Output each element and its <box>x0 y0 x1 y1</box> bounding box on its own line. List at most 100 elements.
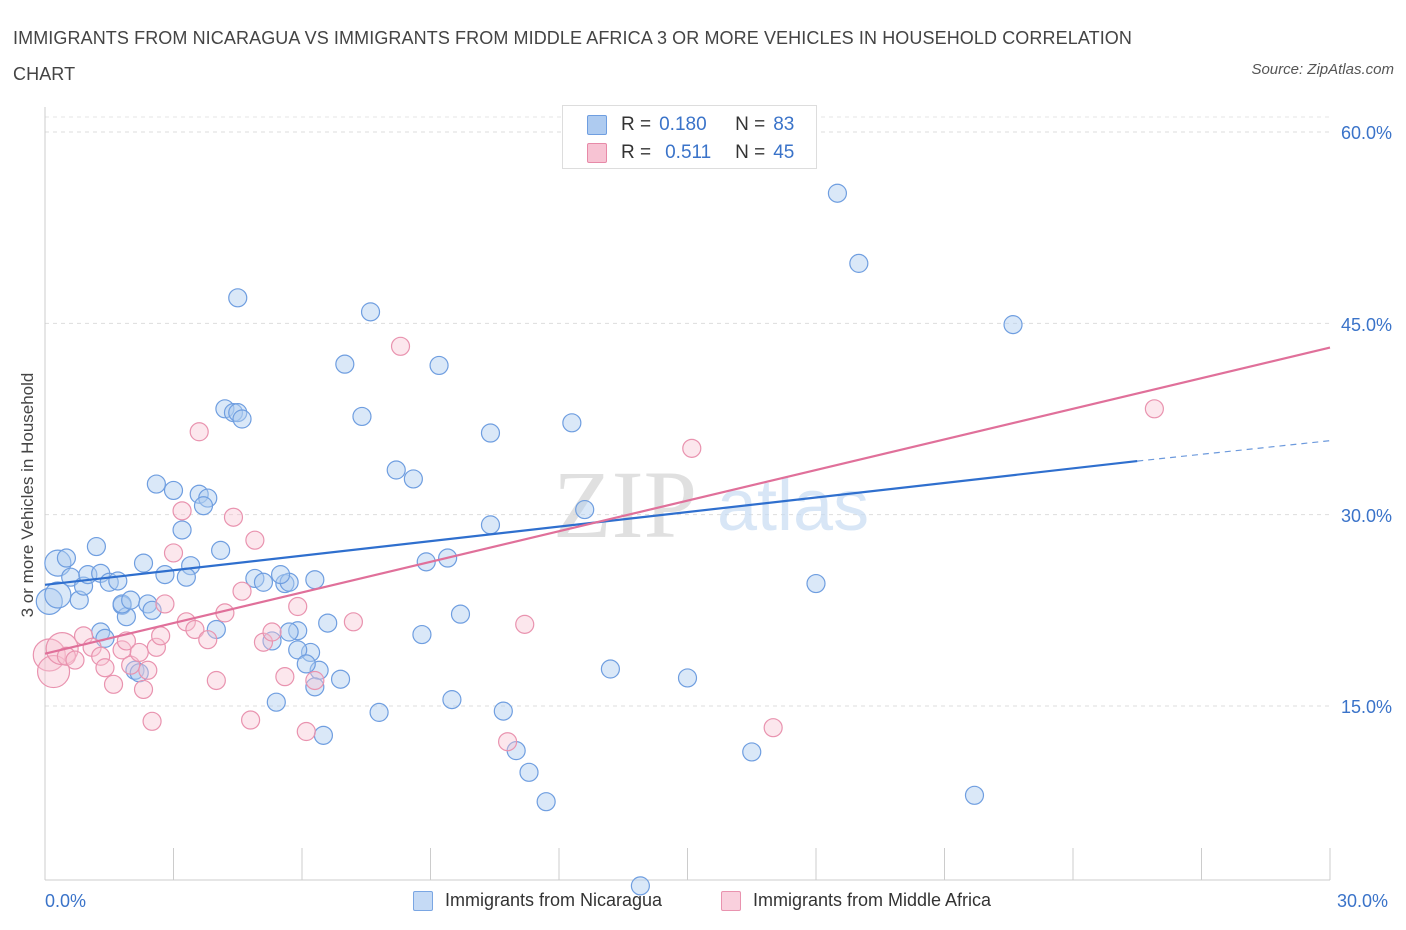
point-nicaragua <box>827 183 848 203</box>
trend-lines <box>44 346 1331 655</box>
series-swatch-middle-africa <box>721 890 741 911</box>
point-middle-africa <box>133 679 154 700</box>
point-middle-africa <box>185 619 205 640</box>
x-tick-label-max: 30.0% <box>1337 891 1389 911</box>
point-nicaragua <box>536 792 556 812</box>
point-middle-africa <box>305 670 325 691</box>
series-swatch-nicaragua <box>413 890 433 911</box>
point-nicaragua <box>279 622 299 642</box>
point-middle-africa <box>172 501 192 521</box>
point-middle-africa <box>288 596 308 617</box>
point-nicaragua <box>266 692 286 712</box>
point-nicaragua <box>181 556 201 576</box>
point-middle-africa <box>1144 399 1164 419</box>
point-nicaragua <box>600 659 621 679</box>
point-nicaragua <box>86 536 107 557</box>
point-nicaragua <box>1003 315 1023 335</box>
point-nicaragua <box>44 549 72 577</box>
point-middle-africa <box>515 614 535 634</box>
point-middle-africa <box>498 732 518 752</box>
series-legend-nicaragua[interactable]: Immigrants from Nicaragua <box>413 890 662 911</box>
legend-n-label: N = <box>735 142 766 163</box>
legend-r-label: R = <box>621 142 652 163</box>
correlation-legend: R = 0.180 N = 83 R = 0.511 N = 45 <box>562 105 817 169</box>
point-middle-africa <box>189 422 209 442</box>
point-nicaragua <box>232 409 252 429</box>
point-middle-africa <box>146 637 166 657</box>
series-legend-middle-africa[interactable]: Immigrants from Middle Africa <box>721 890 991 911</box>
point-middle-africa <box>95 658 115 678</box>
point-middle-africa <box>163 543 184 563</box>
point-nicaragua <box>305 570 325 590</box>
source-label: Source: ZipAtlas.com <box>1251 61 1394 78</box>
point-middle-africa <box>262 622 282 642</box>
watermark: ZIP atlas <box>553 451 869 558</box>
point-middle-africa <box>91 646 111 666</box>
point-nicaragua <box>386 460 406 480</box>
point-middle-africa <box>275 667 295 687</box>
point-middle-africa <box>198 630 218 650</box>
legend-r-value: 0.180 <box>659 114 707 135</box>
point-nicaragua <box>288 640 308 660</box>
point-nicaragua <box>193 496 214 516</box>
point-nicaragua <box>352 406 372 427</box>
x-tick-label-min: 0.0% <box>45 891 87 911</box>
point-nicaragua <box>270 565 291 585</box>
point-middle-africa <box>65 650 85 670</box>
point-middle-africa <box>232 581 252 601</box>
point-middle-africa <box>241 710 261 730</box>
legend-swatch-nicaragua <box>587 115 607 135</box>
point-nicaragua <box>211 540 231 560</box>
y-tick-label-60: 60.0% <box>1340 123 1392 143</box>
point-middle-africa <box>151 626 171 646</box>
point-nicaragua <box>480 515 501 535</box>
point-nicaragua <box>442 690 462 710</box>
point-middle-africa <box>245 530 265 550</box>
point-nicaragua <box>146 474 166 494</box>
point-nicaragua <box>412 624 432 645</box>
legend-n-label: N = <box>735 114 766 135</box>
legend-swatch-middle-africa <box>587 143 607 163</box>
legend-row-middle-africa: R = 0.511 N = 45 <box>587 141 794 165</box>
point-nicaragua <box>677 668 698 688</box>
point-nicaragua <box>108 571 128 591</box>
point-nicaragua <box>369 702 389 722</box>
point-middle-africa <box>763 718 783 738</box>
point-nicaragua <box>121 590 141 610</box>
trend-line-middle-africa <box>44 346 1331 655</box>
legend-row-nicaragua: R = 0.180 N = 83 <box>587 113 794 137</box>
point-nicaragua <box>360 302 381 322</box>
point-nicaragua <box>964 785 985 805</box>
point-nicaragua <box>742 742 762 762</box>
y-axis-label: 3 or more Vehicles in Household <box>18 372 37 618</box>
point-nicaragua <box>493 701 513 721</box>
point-middle-africa <box>142 711 162 731</box>
point-middle-africa <box>223 507 244 527</box>
legend-r-value: 0.511 <box>665 142 712 163</box>
point-middle-africa <box>296 721 316 742</box>
trend-line-nicaragua-extension <box>1137 440 1331 462</box>
legend-n-value: 45 <box>773 142 795 163</box>
point-middle-africa <box>155 594 175 614</box>
point-nicaragua <box>806 573 826 594</box>
point-middle-africa <box>343 612 363 632</box>
legend-n-value: 83 <box>773 114 795 135</box>
point-nicaragua <box>575 499 595 520</box>
point-nicaragua <box>429 355 449 376</box>
point-middle-africa <box>129 642 149 663</box>
point-nicaragua <box>56 548 77 568</box>
point-nicaragua <box>519 762 539 782</box>
point-nicaragua <box>172 520 192 540</box>
y-tick-label-45: 45.0% <box>1340 315 1392 335</box>
point-middle-africa <box>138 660 158 680</box>
point-nicaragua <box>253 572 274 592</box>
series-legend: Immigrants from Nicaragua Immigrants fro… <box>0 888 1406 916</box>
point-nicaragua <box>296 654 316 674</box>
series-name-middle-africa: Immigrants from Middle Africa <box>753 890 992 910</box>
point-nicaragua <box>228 288 248 308</box>
series-name-nicaragua: Immigrants from Nicaragua <box>445 890 663 910</box>
point-nicaragua <box>176 567 196 587</box>
axes <box>44 107 1331 881</box>
data-points <box>32 183 1164 896</box>
point-nicaragua <box>849 253 869 273</box>
